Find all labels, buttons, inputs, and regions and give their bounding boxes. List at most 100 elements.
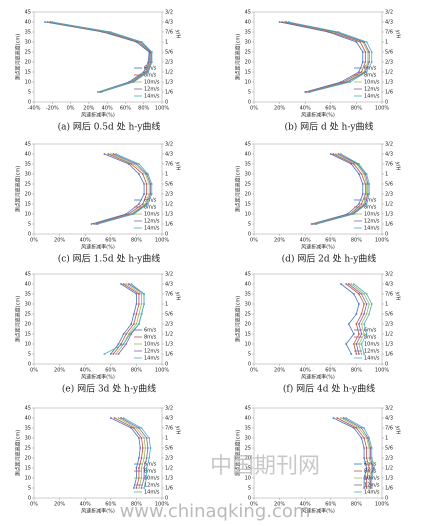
y-axis-title: 测点距河底高度(cm) <box>235 296 242 343</box>
point <box>363 303 365 305</box>
y2-axis-title: y/H <box>395 162 401 171</box>
plot-frame <box>253 143 383 235</box>
point <box>120 343 122 345</box>
point <box>304 91 307 93</box>
y-tick-label: 30 <box>25 40 31 46</box>
point <box>145 467 148 469</box>
point <box>368 313 371 315</box>
y-tick-label: 40 <box>245 282 251 288</box>
point <box>305 91 308 93</box>
point <box>373 467 376 469</box>
y2-tick-label: 1/3 <box>165 476 173 482</box>
point <box>370 457 373 459</box>
point <box>306 91 309 93</box>
point <box>363 487 365 489</box>
point <box>125 333 128 335</box>
point <box>360 437 363 439</box>
point <box>360 173 363 175</box>
x-tick-label: 40% <box>300 238 311 244</box>
legend-label: 12m/s <box>364 349 380 355</box>
y2-tick-label: 0 <box>165 362 168 368</box>
y-tick-label: 30 <box>245 302 251 308</box>
series-line <box>44 21 150 93</box>
x-tick-label: 0% <box>250 502 258 508</box>
y-tick-label: 25 <box>25 312 31 318</box>
point <box>367 61 369 63</box>
legend-label: 10m/s <box>364 342 380 348</box>
x-tick-label: 60% <box>325 368 336 374</box>
point <box>355 353 358 355</box>
series-line <box>284 21 369 93</box>
point <box>147 203 149 205</box>
y2-tick-label: 7/6 <box>385 426 393 432</box>
x-tick-label: 100% <box>155 238 170 244</box>
point <box>145 193 148 195</box>
y-tick-label: 15 <box>245 466 251 472</box>
series-line <box>48 21 152 93</box>
point <box>120 417 122 419</box>
y-tick-label: 15 <box>245 202 251 208</box>
series-line <box>97 153 153 225</box>
y2-tick-label: 2/3 <box>385 322 393 328</box>
point <box>130 427 133 429</box>
y-tick-label: 20 <box>245 456 251 462</box>
legend-label: 14m/s <box>364 94 380 100</box>
legend-label: 14m/s <box>364 490 380 496</box>
y-axis-title: 测点距河底高度(cm) <box>15 430 22 477</box>
point <box>364 61 367 63</box>
y-tick-label: 45 <box>25 10 31 16</box>
point <box>358 303 360 305</box>
y-tick-label: 15 <box>25 332 31 338</box>
point <box>364 51 367 53</box>
point <box>365 303 368 305</box>
series-line <box>314 153 368 225</box>
x-tick-label: 40% <box>80 238 91 244</box>
x-tick-label: 80% <box>138 106 149 112</box>
point <box>138 203 140 205</box>
point <box>369 487 372 489</box>
y-tick-label: 0 <box>248 100 251 106</box>
legend-label: 6m/s <box>364 198 377 204</box>
x-tick-label: 20% <box>274 106 285 112</box>
point <box>361 193 364 195</box>
point <box>365 41 368 43</box>
point <box>150 183 153 185</box>
point <box>369 457 372 459</box>
y-tick-label: 10 <box>25 476 31 482</box>
point <box>361 51 364 53</box>
point <box>109 153 112 155</box>
point <box>361 61 364 63</box>
y2-tick-label: 4/3 <box>385 20 393 26</box>
y-tick-label: 20 <box>25 456 31 462</box>
point <box>44 21 46 23</box>
x-tick-label: 40% <box>300 502 311 508</box>
point <box>125 343 128 345</box>
point <box>143 467 145 469</box>
x-tick-label: 60% <box>105 238 116 244</box>
point <box>112 153 115 155</box>
point <box>367 437 369 439</box>
y2-tick-label: 5/6 <box>385 312 393 318</box>
legend-label: 12m/s <box>144 87 160 93</box>
point <box>370 303 373 305</box>
y-tick-label: 35 <box>25 426 31 432</box>
y2-tick-label: 2/3 <box>165 192 173 198</box>
point <box>143 303 145 305</box>
y2-tick-label: 3/2 <box>165 406 173 412</box>
y-tick-label: 45 <box>245 406 251 412</box>
series-line <box>333 417 368 488</box>
y2-tick-label: 1/6 <box>385 90 393 96</box>
point <box>360 353 363 355</box>
point <box>130 323 133 325</box>
point <box>107 153 110 155</box>
point <box>122 333 125 335</box>
series-line <box>50 21 152 93</box>
point <box>148 193 151 195</box>
point <box>355 41 358 43</box>
y-tick-label: 0 <box>28 232 31 238</box>
point <box>365 173 368 175</box>
y2-tick-label: 7/6 <box>165 162 173 168</box>
series-line <box>120 417 149 489</box>
y-tick-label: 25 <box>245 446 251 452</box>
point <box>365 193 368 195</box>
